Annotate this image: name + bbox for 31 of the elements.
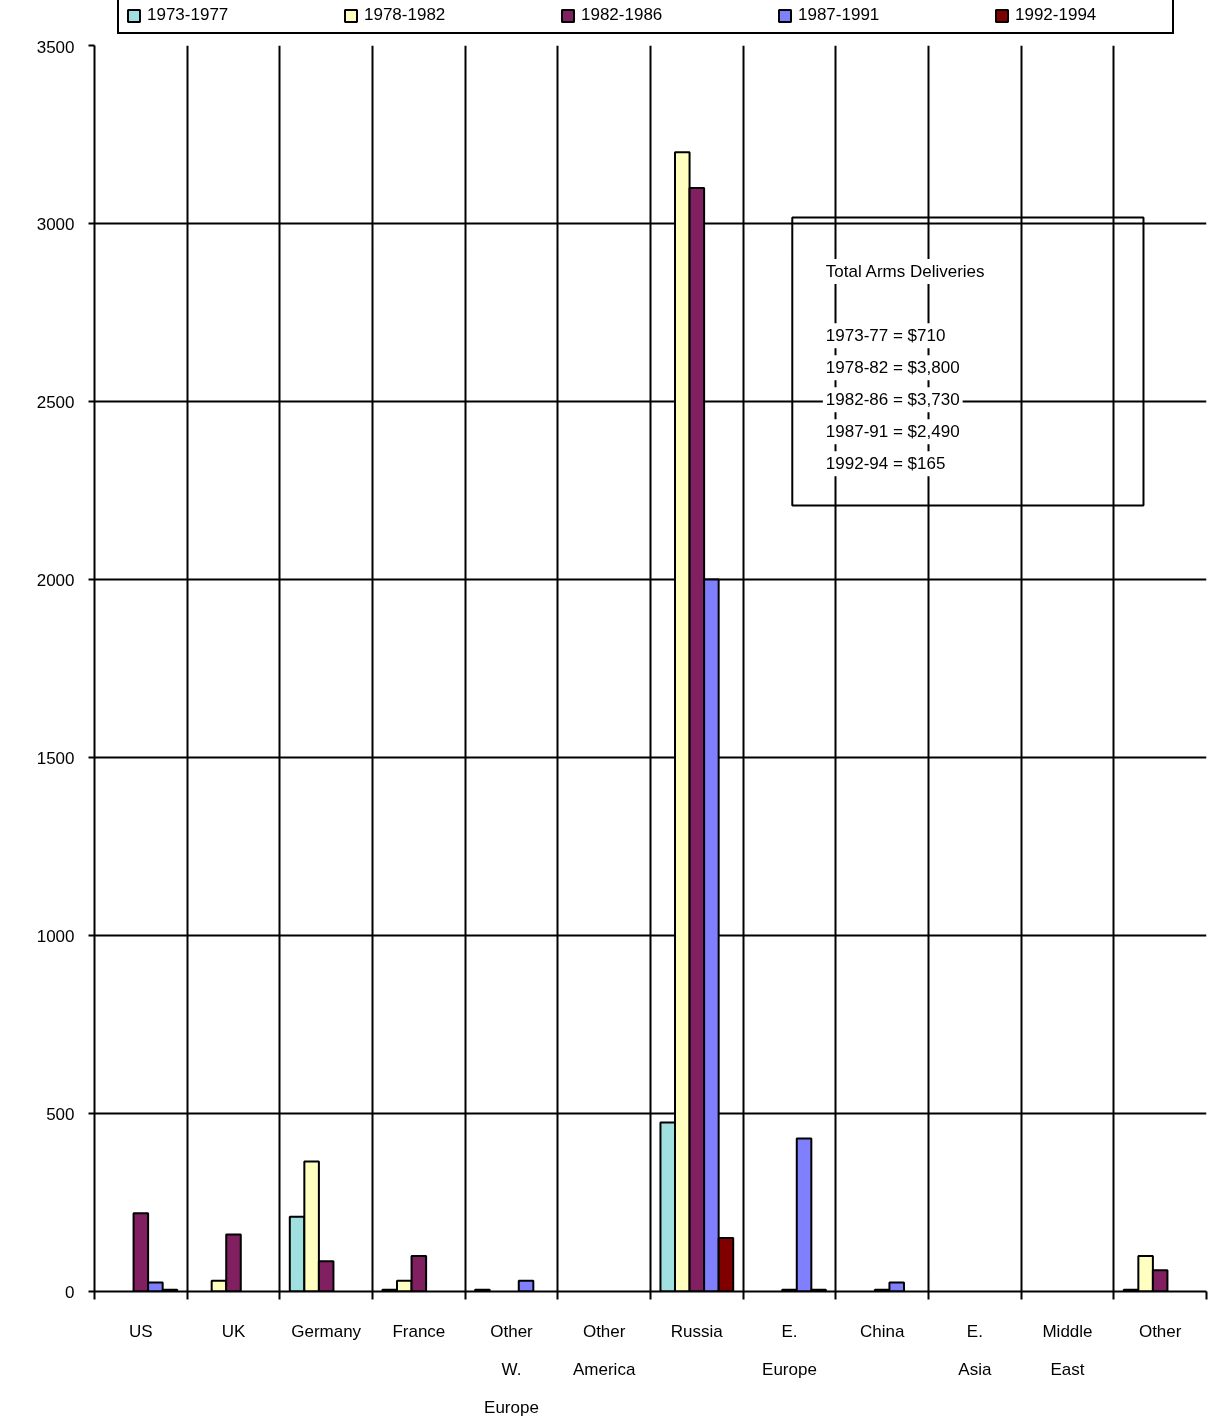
x-tick-label: China [859,1321,905,1341]
annotation: Total Arms Deliveries [825,262,985,282]
y-tick-label: 3500 [36,37,75,57]
y-tick-label: 1500 [36,748,75,768]
x-tick-label: E. Asia [958,1321,992,1379]
legend-label: 1992-1994 [1015,5,1098,25]
y-tick-label: 500 [46,1104,75,1124]
x-tick-label: Other America [572,1321,636,1379]
annotation: 1982-86 = $3,730 [825,390,960,410]
annotation: 1973-77 = $710 [825,326,946,346]
legend-label: 1982-1986 [581,5,664,25]
annotation: 1992-94 = $165 [825,454,946,474]
y-tick-label: 2500 [36,392,75,412]
legend-label: 1987-1991 [798,5,881,25]
y-tick-label: 2000 [36,570,75,590]
x-tick-label: France [392,1321,446,1341]
x-tick-label: Middle East [1042,1321,1093,1379]
annotation: 1978-82 = $3,800 [825,358,960,378]
y-tick-label: 3000 [36,214,75,234]
x-tick-label: UK [221,1321,246,1341]
y-tick-label: 1000 [36,926,75,946]
x-tick-label: Russia [670,1321,724,1341]
y-tick-label: 0 [65,1282,75,1302]
x-tick-label: Other W. Europe [484,1321,539,1416]
legend-label: 1973-1977 [147,5,230,25]
x-tick-label: Other [1138,1321,1182,1341]
x-tick-label: Germany [291,1321,362,1341]
annotation: 1987-91 = $2,490 [825,422,960,442]
x-tick-label: US [129,1321,153,1341]
legend-label: 1978-1982 [364,5,447,25]
x-tick-label: E. Europe [762,1321,817,1379]
